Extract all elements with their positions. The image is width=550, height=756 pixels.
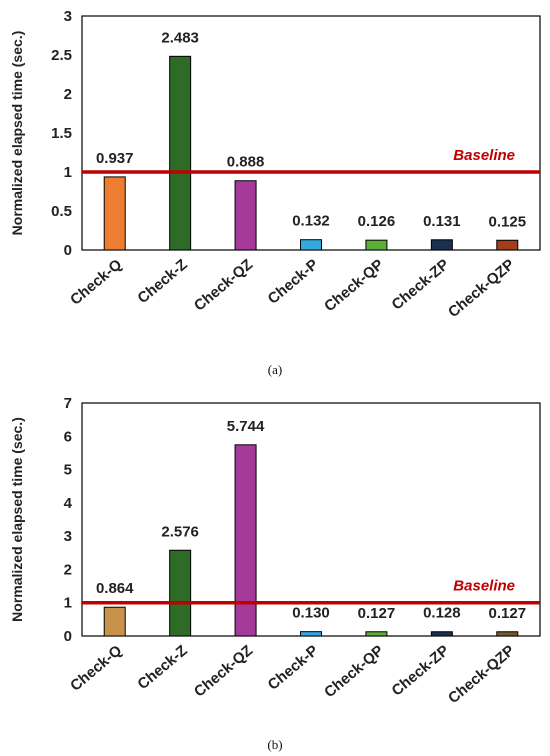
bar-check-q [103, 606, 126, 637]
bar-check-zp [430, 631, 453, 637]
caption-a: (a) [267, 362, 283, 377]
data-label: 2.576 [161, 523, 199, 540]
y-tick-label: 0.5 [51, 203, 72, 220]
x-tick-label: Check-Z [134, 256, 190, 307]
bar-check-qz [234, 180, 257, 251]
chart-a: 0 0.5 1 1.5 2 2.5 3 Normalized elapsed time (se… [9, 8, 541, 321]
data-label: 0.937 [96, 150, 134, 167]
x-tick-label: Check-Q [67, 256, 125, 309]
bar-check-qzp [496, 239, 519, 251]
bar-check-p [300, 631, 322, 637]
y-tick-label: 6 [64, 428, 72, 445]
bar-check-p [300, 239, 322, 251]
x-tick-label: Check-Q [67, 642, 125, 695]
x-tick-label: Check-Z [134, 642, 190, 693]
data-label: 0.127 [489, 605, 527, 622]
y-tick-label: 0 [64, 242, 72, 259]
x-tick-label: Check-P [265, 642, 322, 694]
y-tick-label: 1.5 [51, 125, 72, 142]
data-label: 0.888 [227, 154, 265, 171]
data-label: 0.131 [423, 213, 461, 230]
bar-check-qz [234, 444, 257, 637]
y-axis-label: Normalized elapsed time (sec.) [9, 417, 25, 622]
bar-check-qzp [496, 631, 519, 637]
y-axis-label: Normalized elapsed time (sec.) [9, 31, 25, 236]
y-tick-label: 4 [64, 495, 73, 512]
x-tick-label: Check-ZP [389, 642, 453, 699]
y-tick-label: 2 [64, 561, 72, 578]
x-tick-label: Check-QZP [445, 642, 518, 707]
data-label: 0.125 [489, 213, 527, 230]
data-label: 0.130 [292, 605, 330, 622]
x-tick-label: Check-QP [321, 256, 387, 315]
y-tick-label: 3 [64, 8, 72, 25]
x-tick-label: Check-ZP [389, 256, 453, 313]
caption-b: (b) [267, 737, 283, 752]
data-label: 0.127 [358, 605, 396, 622]
bar-check-z [169, 549, 192, 637]
y-tick-label: 5 [64, 462, 72, 479]
data-label: 0.126 [358, 213, 396, 230]
chart-b: 0 1 2 3 4 5 6 7 Normalized elapsed time (sec.) 0.… [9, 395, 541, 707]
x-tick-label: Check-QP [321, 642, 387, 701]
x-tick-label: Check-QZP [445, 256, 518, 321]
baseline-label: Baseline [453, 578, 515, 595]
baseline-label: Baseline [453, 147, 515, 164]
x-tick-label: Check-P [265, 256, 322, 308]
y-tick-label: 2.5 [51, 47, 72, 64]
y-tick-label: 1 [64, 595, 72, 612]
bar-check-qp [365, 239, 388, 251]
data-label: 0.132 [292, 213, 330, 230]
bar-check-q [103, 176, 126, 251]
y-tick-label: 1 [64, 164, 72, 181]
data-label: 2.483 [161, 29, 199, 46]
y-tick-label: 2 [64, 86, 72, 103]
x-tick-label: Check-QZ [191, 642, 256, 701]
data-label: 0.128 [423, 605, 461, 622]
data-label: 0.864 [96, 580, 134, 597]
bar-check-zp [430, 239, 453, 251]
x-tick-label: Check-QZ [191, 256, 256, 315]
data-label: 5.744 [227, 418, 265, 435]
bar-check-z [169, 55, 192, 251]
y-tick-label: 0 [64, 628, 72, 645]
y-tick-label: 7 [64, 395, 72, 412]
y-tick-label: 3 [64, 528, 72, 545]
bar-check-qp [365, 631, 388, 637]
